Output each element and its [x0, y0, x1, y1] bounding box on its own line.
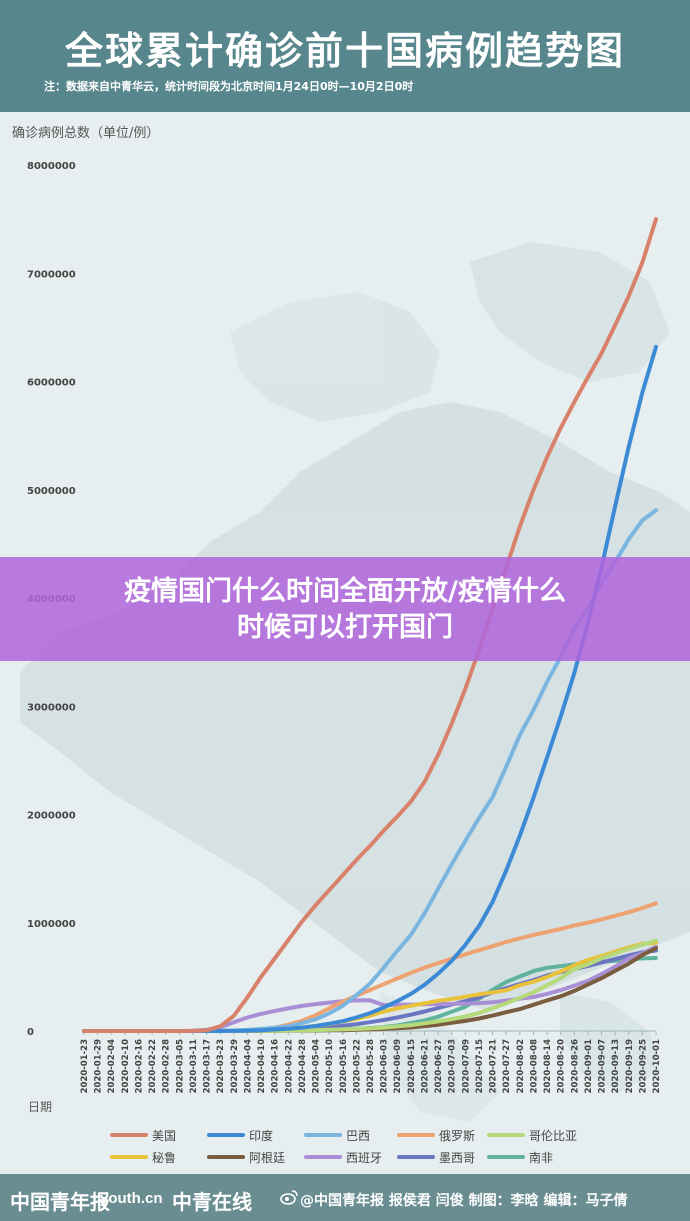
- x-tick-label: 2020-04-28: [298, 1039, 308, 1093]
- x-tick-label: 2020-05-22: [352, 1039, 362, 1093]
- x-tick-label: 2020-04-10: [257, 1039, 267, 1093]
- x-tick-label: 2020-01-29: [94, 1039, 104, 1093]
- x-tick-label: 2020-03-23: [216, 1039, 226, 1093]
- logo-cyol: 中青在线: [172, 1190, 252, 1214]
- chart-subtitle: 注：数据来自中青华云，统计时间段为北京时间1月24日0时—10月2日0时: [44, 80, 414, 93]
- x-tick-label: 2020-08-20: [557, 1039, 567, 1093]
- x-tick-label: 2020-07-27: [502, 1039, 512, 1093]
- x-tick-label: 2020-08-14: [543, 1039, 553, 1093]
- x-tick-label: 2020-08-02: [516, 1039, 526, 1093]
- world-map-background: [20, 242, 690, 1122]
- x-tick-label: 2020-07-21: [489, 1039, 499, 1093]
- legend-label: 哥伦比亚: [529, 1128, 577, 1143]
- x-tick-label: 2020-03-29: [230, 1039, 240, 1093]
- y-tick-label: 5000000: [27, 486, 76, 497]
- y-tick-label: 2000000: [27, 811, 76, 822]
- legend-label: 墨西哥: [439, 1151, 475, 1165]
- map-landmass: [470, 242, 670, 382]
- legend-label: 印度: [249, 1128, 273, 1143]
- legend-label: 俄罗斯: [439, 1129, 475, 1143]
- x-tick-label: 2020-07-03: [448, 1039, 458, 1093]
- line-chart: 确诊病例总数（单位/例）0100000020000003000000400000…: [12, 126, 690, 1165]
- map-landmass: [560, 992, 660, 1092]
- chart-area: 确诊病例总数（单位/例）0100000020000003000000400000…: [0, 112, 690, 1174]
- x-tick-label: 2020-06-09: [393, 1039, 403, 1093]
- x-tick-label: 2020-09-13: [611, 1039, 621, 1093]
- y-axis-label: 确诊病例总数（单位/例）: [12, 126, 159, 141]
- x-tick-label: 2020-02-04: [107, 1039, 117, 1093]
- x-tick-label: 2020-05-28: [366, 1039, 376, 1093]
- legend-label: 南非: [529, 1150, 553, 1165]
- x-tick-label: 2020-03-05: [175, 1039, 185, 1093]
- x-tick-label: 2020-09-01: [584, 1039, 594, 1093]
- footer: 中国青年报 youth.cn 中青在线 @中国青年报 报侯君 闫俊 制图：李晗 …: [0, 1174, 690, 1221]
- x-tick-label: 2020-05-16: [339, 1039, 349, 1093]
- x-tick-label: 2020-04-22: [284, 1039, 294, 1093]
- x-tick-label: 2020-06-15: [407, 1039, 417, 1093]
- x-tick-label: 2020-02-22: [148, 1039, 158, 1093]
- x-tick-label: 2020-02-28: [162, 1039, 172, 1093]
- x-tick-label: 2020-06-03: [380, 1039, 390, 1093]
- x-tick-label: 2020-09-19: [625, 1039, 635, 1093]
- legend-label: 美国: [152, 1129, 176, 1143]
- legend-label: 阿根廷: [249, 1151, 285, 1165]
- x-tick-label: 2020-06-21: [420, 1039, 430, 1093]
- chart-title: 全球累计确诊前十国病例趋势图: [64, 29, 625, 73]
- chart-header: 全球累计确诊前十国病例趋势图 注：数据来自中青华云，统计时间段为北京时间1月24…: [0, 0, 690, 112]
- x-tick-label: 2020-07-09: [461, 1039, 471, 1093]
- x-tick-label: 2020-05-04: [312, 1039, 322, 1093]
- x-tick-label: 2020-03-17: [203, 1039, 213, 1093]
- x-tick-label: 2020-04-16: [271, 1039, 281, 1093]
- x-axis-label: 日期: [28, 1100, 52, 1114]
- logo-cyd: 中国青年报: [10, 1190, 110, 1214]
- y-tick-label: 0: [27, 1027, 34, 1038]
- banner-line-2: 时候可以打开国门: [237, 612, 453, 643]
- series-line: [82, 217, 658, 1033]
- banner-line-1: 疫情国门什么时间全面开放/疫情什么: [124, 576, 566, 607]
- x-tick-label: 2020-10-01: [652, 1039, 662, 1093]
- x-tick-label: 2020-09-07: [598, 1039, 608, 1093]
- y-tick-label: 7000000: [27, 269, 76, 280]
- x-tick-label: 2020-05-10: [325, 1039, 335, 1093]
- x-tick-label: 2020-01-23: [80, 1039, 90, 1093]
- map-landmass: [20, 402, 690, 1012]
- legend-label: 西班牙: [346, 1151, 382, 1165]
- logo-youth: youth.cn: [100, 1190, 163, 1207]
- overlay-banner[interactable]: 疫情国门什么时间全面开放/疫情什么 时候可以打开国门: [0, 557, 690, 661]
- x-tick-label: 2020-08-26: [570, 1039, 580, 1093]
- footer-credit: @中国青年报 报侯君 闫俊 制图：李晗 编辑：马子倩: [300, 1193, 628, 1209]
- x-tick-label: 2020-07-15: [475, 1039, 485, 1093]
- x-tick-label: 2020-08-08: [529, 1039, 539, 1093]
- banner-headline: 疫情国门什么时间全面开放/疫情什么 时候可以打开国门: [0, 574, 690, 646]
- x-tick-label: 2020-02-16: [134, 1039, 144, 1093]
- weibo-icon: [280, 1190, 298, 1205]
- x-tick-label: 2020-06-27: [434, 1039, 444, 1093]
- series-layer: [82, 217, 658, 1033]
- x-tick-label: 2020-03-11: [189, 1039, 199, 1093]
- map-landmass: [230, 292, 440, 422]
- y-tick-label: 8000000: [27, 161, 76, 172]
- legend-label: 秘鲁: [152, 1151, 176, 1165]
- legend-label: 巴西: [346, 1129, 370, 1143]
- y-tick-label: 3000000: [27, 702, 76, 713]
- x-tick-label: 2020-02-10: [121, 1039, 131, 1093]
- x-tick-label: 2020-09-25: [638, 1039, 648, 1093]
- y-tick-label: 1000000: [27, 919, 76, 930]
- y-tick-label: 6000000: [27, 378, 76, 389]
- x-tick-label: 2020-04-04: [243, 1039, 253, 1093]
